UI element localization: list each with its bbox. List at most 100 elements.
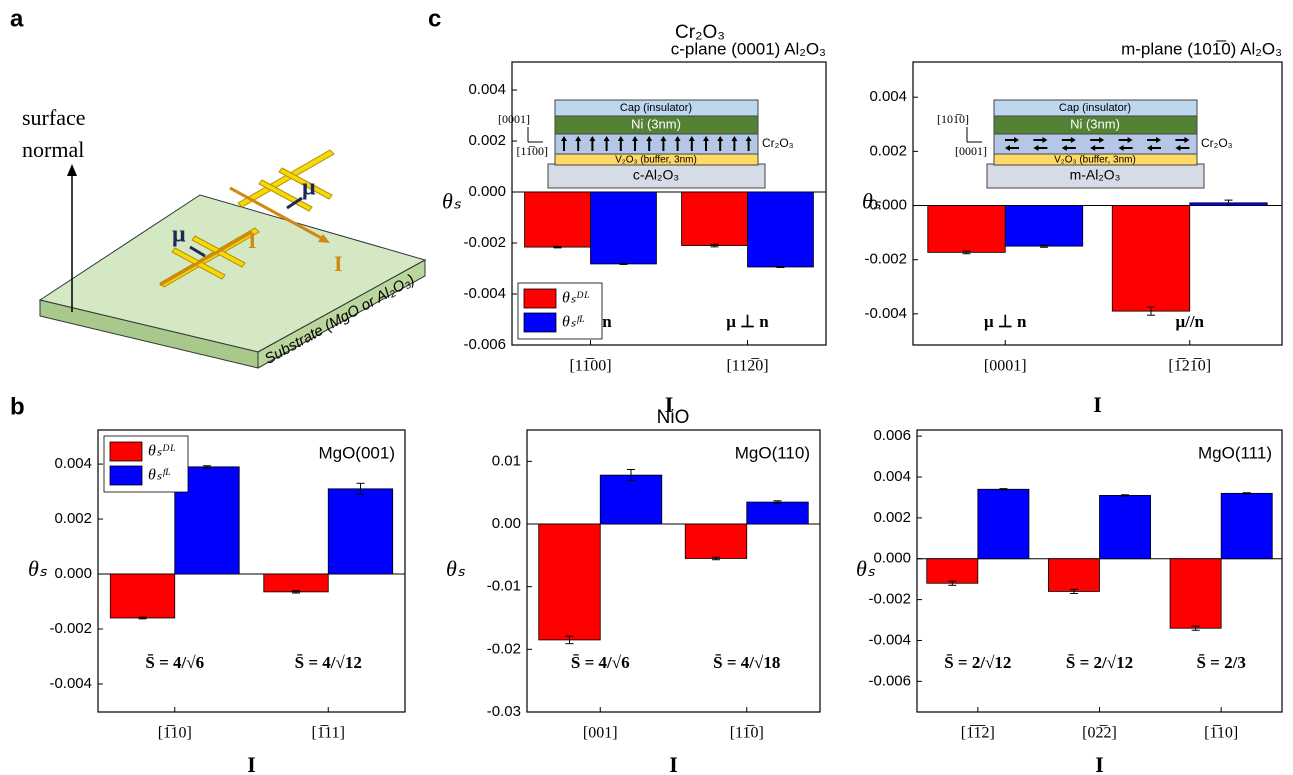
y-tick-label: 0.002: [54, 510, 92, 527]
plot-label: MgO(111): [1198, 443, 1272, 462]
bar: [110, 574, 174, 618]
bar: [1221, 493, 1272, 558]
legend-label: θₛᶠᴸ: [148, 467, 171, 484]
bar: [1170, 559, 1221, 628]
x-tick-label: [11̅0]: [730, 725, 764, 742]
bar: [1112, 206, 1189, 312]
inset-label: Cr₂O₃: [1201, 136, 1233, 150]
page: a b c Cr₂O₃ NiO surface normal μ μ I I S…: [0, 0, 1293, 775]
bar: [1100, 495, 1151, 558]
y-tick-label: -0.002: [49, 620, 92, 637]
y-tick-label: 0.004: [869, 88, 907, 105]
x-tick-label: [1̅10]: [1204, 725, 1238, 742]
moment-label: μ: [302, 175, 316, 201]
y-tick-label: 0.002: [468, 132, 506, 149]
y-tick-label: 0.01: [492, 452, 521, 469]
x-tick-label: [001]: [583, 725, 618, 742]
annotation: μ ⊥ n: [726, 312, 769, 331]
y-tick-label: -0.004: [463, 285, 506, 302]
current-label: I: [334, 251, 343, 276]
y-axis-label: θₛ: [856, 556, 876, 581]
legend-swatch: [524, 313, 556, 332]
inset-label: [101̅0]: [937, 112, 969, 126]
y-tick-label: 0.004: [468, 81, 506, 98]
chart-title: c-plane (0001) Al₂O₃: [671, 39, 826, 58]
y-tick-label: 0.004: [873, 468, 911, 485]
bar: [682, 192, 748, 246]
y-tick-label: -0.006: [868, 672, 911, 689]
x-tick-label: [1̅10]: [158, 725, 192, 742]
inset-label: V₂O₃ (buffer, 3nm): [1054, 155, 1136, 166]
legend-label: θₛᶠᴸ: [562, 314, 585, 331]
annotation: S̄ = 4/√6: [571, 653, 630, 672]
annotation: μ//n: [1175, 312, 1204, 331]
chart-title: m-plane (101̅0) Al₂O₃: [1121, 39, 1282, 58]
legend-swatch: [524, 289, 556, 308]
annotation: S̄ = 4/√6: [145, 653, 204, 672]
inset-label: Cap (insulator): [1059, 102, 1131, 114]
y-tick-label: -0.02: [487, 640, 521, 657]
legend-label: θₛᴰᴸ: [148, 443, 176, 460]
bar: [525, 192, 591, 247]
bar: [328, 489, 392, 574]
inset-label: c-Al₂O₃: [633, 167, 679, 183]
y-tick-label: -0.004: [864, 305, 907, 322]
bar: [539, 524, 601, 640]
annotation: S̄ = 2/√12: [1066, 653, 1133, 672]
figure: a b c Cr₂O₃ NiO surface normal μ μ I I S…: [0, 0, 1293, 775]
y-tick-label: -0.006: [463, 336, 506, 353]
annotation: μ ⊥ n: [984, 312, 1027, 331]
y-tick-label: 0.006: [873, 427, 911, 444]
moment-label: μ: [172, 222, 186, 248]
y-tick-label: -0.002: [864, 251, 907, 268]
y-tick-label: 0.00: [492, 515, 521, 532]
arrow-head: [67, 164, 77, 176]
inset-label: [0001]: [955, 144, 987, 158]
y-tick-label: -0.002: [463, 234, 506, 251]
x-tick-label: [1̅21̅0]: [1168, 358, 1211, 375]
y-tick-label: 0.002: [873, 509, 911, 526]
y-tick-label: -0.004: [49, 675, 92, 692]
x-tick-label: [1̅11]: [312, 725, 345, 742]
axis-label: surface: [22, 105, 86, 130]
annotation: S̄ = 4/√12: [295, 653, 362, 672]
bar: [927, 559, 978, 584]
plot-label: MgO(001): [318, 443, 395, 462]
inset-label: [0001]: [498, 112, 530, 126]
bar: [1005, 206, 1082, 247]
bar: [928, 206, 1005, 253]
x-axis-label: I: [247, 752, 256, 775]
bar: [591, 192, 657, 264]
inset-label: Ni (3nm): [631, 116, 681, 131]
y-axis-label: θₛ: [28, 556, 48, 581]
y-axis-label: θₛ: [446, 556, 466, 581]
y-tick-label: -0.03: [487, 703, 521, 720]
panel-label: a: [10, 5, 24, 32]
annotation: S̄ = 2/3: [1196, 653, 1245, 672]
annotation: S̄ = 2/√12: [944, 653, 1011, 672]
bar: [748, 192, 814, 267]
inset-label: Cap (insulator): [620, 102, 692, 114]
bar: [264, 574, 328, 592]
x-tick-label: [112̅0]: [726, 358, 768, 375]
y-tick-label: 0.004: [54, 455, 92, 472]
y-tick-label: -0.01: [487, 578, 521, 595]
y-tick-label: 0.002: [869, 142, 907, 159]
y-axis-label: θₛ: [442, 189, 462, 214]
legend-swatch: [110, 442, 142, 461]
y-tick-label: 0.000: [54, 565, 92, 582]
legend-label: θₛᴰᴸ: [562, 290, 590, 307]
inset-label: Ni (3nm): [1070, 116, 1120, 131]
x-axis-label: I: [1095, 752, 1104, 775]
bar: [978, 489, 1029, 558]
y-tick-label: -0.004: [868, 631, 911, 648]
plot-label: MgO(110): [735, 443, 810, 462]
current-label: I: [248, 228, 257, 253]
x-tick-label: [02̅2]: [1082, 725, 1117, 742]
inset-label: m-Al₂O₃: [1070, 167, 1121, 183]
x-axis-label: I: [669, 752, 678, 775]
x-tick-label: [11̅00]: [569, 358, 611, 375]
annotation: S̄ = 4/√18: [713, 653, 780, 672]
y-tick-label: 0.000: [468, 183, 506, 200]
x-tick-label: [0001]: [984, 358, 1027, 375]
